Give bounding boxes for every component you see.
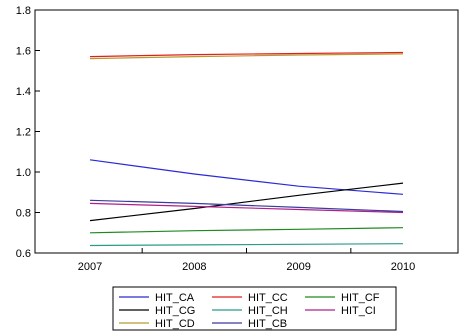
series-line-hit-cb: [89, 199, 404, 213]
x-tick-label: 2009: [286, 261, 310, 273]
legend: HIT_CA HIT_CC HIT_CF HIT_CG HIT_CH HIT_CI HIT_…: [112, 286, 397, 331]
legend-label: HIT_CB: [248, 318, 287, 330]
series-line-hit-cc: [89, 51, 404, 58]
legend-label: HIT_CH: [248, 305, 288, 317]
plot-frame: [34, 9, 459, 254]
y-tick-label: 1.0: [16, 167, 31, 179]
legend-item: HIT_CD: [119, 318, 195, 330]
y-tick-label: 1.2: [16, 127, 31, 139]
series-line-hit-cg: [89, 182, 404, 222]
legend-item: HIT_CI: [305, 305, 376, 317]
series-line-hit-cf: [89, 227, 404, 234]
y-tick-label: 0.6: [16, 248, 31, 260]
y-tick-label: 1.4: [16, 86, 31, 98]
legend-label: HIT_CC: [248, 292, 288, 304]
legend-item: HIT_CF: [305, 292, 380, 304]
legend-item: HIT_CB: [212, 318, 287, 330]
y-tick-label: 1.6: [16, 46, 31, 58]
series-line-hit-ci: [89, 202, 404, 214]
legend-label: HIT_CF: [341, 292, 380, 304]
series-line-hit-ch: [89, 243, 404, 247]
legend-box: [112, 286, 397, 331]
x-tick-label: 2007: [78, 261, 102, 273]
plot-area: 0.6 0.8 1.0 1.2 1.4 1.6 1.8 2007 2008 2009 2010: [16, 5, 459, 273]
legend-label: HIT_CG: [155, 305, 195, 317]
legend-item: HIT_CG: [119, 305, 195, 317]
legend-label: HIT_CD: [155, 318, 195, 330]
x-tick-label: 2010: [391, 261, 415, 273]
series-line-hit-ca: [89, 159, 404, 195]
legend-item: HIT_CH: [212, 305, 288, 317]
legend-label: HIT_CI: [341, 305, 376, 317]
legend-label: HIT_CA: [155, 292, 195, 304]
legend-item: HIT_CA: [119, 292, 195, 304]
series-line-hit-cd: [89, 53, 404, 60]
y-tick-label: 1.8: [16, 5, 31, 17]
y-tick-label: 0.8: [16, 208, 31, 220]
x-tick-label: 2008: [182, 261, 206, 273]
legend-item: HIT_CC: [212, 292, 288, 304]
